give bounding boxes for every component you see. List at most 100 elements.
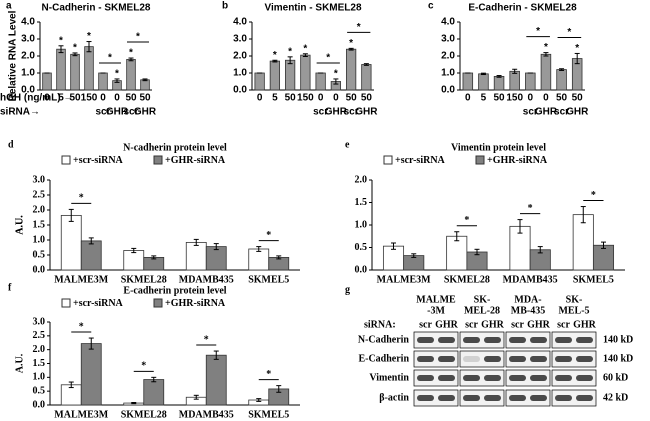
blot-band — [509, 395, 526, 401]
x-tick-label: 0 — [528, 93, 534, 104]
blot-band — [438, 356, 455, 362]
y-axis-title: A.U. — [14, 215, 25, 235]
x-tick-label: SKMEL28 — [121, 409, 167, 420]
x-tick-label: 0 — [543, 93, 549, 104]
blot-frame — [413, 369, 459, 387]
x-tick-label: 50 — [361, 93, 373, 104]
y-tick-label: 2.0 — [355, 174, 368, 185]
legend-label: +GHR-siRNA — [487, 155, 548, 166]
legend-label: +scr-siRNA — [395, 155, 446, 166]
y-tick-label: 1.0 — [33, 234, 46, 245]
lane-label: scr — [465, 319, 478, 330]
bar — [185, 241, 207, 271]
blot-frame — [505, 331, 551, 349]
significance-star: * — [115, 69, 119, 80]
panel-title: N-Cadherin - SKMEL28 — [42, 3, 151, 14]
lane-label: GHR — [481, 319, 505, 330]
x-tick-label: 50 — [494, 93, 506, 104]
bar — [80, 240, 102, 271]
x-tick-label: MDAMB435 — [179, 409, 234, 420]
y-tick-label: 1.0 — [21, 68, 35, 79]
blot-band — [484, 356, 501, 362]
x-tick-label: scr — [554, 107, 569, 118]
y-tick-label: 0.0 — [33, 264, 46, 275]
blot-band — [555, 375, 572, 381]
blot-frame — [413, 350, 459, 368]
significance-star: * — [136, 32, 140, 43]
row-label: siRNA→ — [0, 107, 40, 118]
panel-label: d — [8, 139, 14, 150]
x-tick-label: 0 — [318, 93, 324, 104]
bar — [345, 48, 357, 91]
x-tick-label: 0 — [100, 93, 106, 104]
legend-swatch — [61, 155, 71, 165]
blot-band — [484, 395, 501, 401]
significance-star: * — [357, 22, 361, 33]
bar — [60, 214, 82, 271]
bar — [56, 48, 66, 91]
panel-title: N-cadherin protein level — [123, 142, 227, 153]
x-tick-label: SKMEL5 — [573, 274, 614, 285]
lane-label: GHR — [435, 319, 459, 330]
significance-star: * — [87, 31, 91, 42]
bar — [205, 246, 227, 271]
blot-band — [484, 337, 501, 343]
y-tick-label: 0.5 — [355, 242, 368, 253]
legend-label: +scr-siRNA — [73, 298, 124, 309]
y-tick-label: 3.0 — [33, 174, 46, 185]
blot-frame — [413, 389, 459, 407]
lane-label: GHR — [527, 319, 551, 330]
blot-band — [417, 337, 434, 343]
significance-star: * — [141, 361, 146, 372]
y-tick-label: 2.0 — [233, 51, 247, 62]
significance-star: * — [273, 50, 277, 61]
blot-frame — [551, 331, 597, 349]
column-header: MB-435 — [511, 305, 545, 316]
blot-band — [576, 356, 593, 362]
y-tick-label: 4.0 — [233, 17, 247, 28]
x-tick-label: GHR — [106, 107, 129, 118]
blot-frame — [551, 389, 597, 407]
significance-star: * — [464, 215, 469, 226]
blot-band — [530, 356, 547, 362]
bar — [80, 343, 102, 406]
x-tick-label: 50 — [125, 93, 137, 104]
column-header: SK- — [474, 294, 491, 305]
significance-star: * — [79, 321, 84, 332]
bar — [140, 79, 150, 91]
x-tick-label: SKMEL28 — [121, 274, 167, 285]
blot-frame — [459, 389, 505, 407]
x-tick-label: GHR — [325, 107, 348, 118]
legend-swatch — [61, 298, 71, 308]
blot-band — [417, 395, 434, 401]
blot-band — [463, 395, 480, 401]
significance-star: * — [349, 38, 353, 49]
row-name: E-Cadherin — [358, 353, 409, 364]
x-tick-label: 150 — [506, 93, 523, 104]
x-tick-label: MDAMB435 — [179, 274, 234, 285]
x-tick-label: 50 — [556, 93, 568, 104]
column-header: MEL-28 — [464, 305, 500, 316]
blot-frame — [505, 389, 551, 407]
x-tick-label: GHR — [535, 107, 558, 118]
significance-star: * — [334, 69, 338, 80]
x-tick-label: MALME3M — [54, 409, 108, 420]
x-tick-label: GHR — [566, 107, 589, 118]
column-header: MEL-5 — [558, 305, 589, 316]
y-tick-label: 2.0 — [33, 344, 46, 355]
blot-frame — [413, 331, 459, 349]
x-tick-label: GHR — [355, 107, 378, 118]
siRNA-label: siRNA: — [364, 319, 396, 330]
blot-frame — [459, 369, 505, 387]
significance-star: * — [266, 230, 271, 241]
blot-band — [438, 395, 455, 401]
blot-band — [576, 337, 593, 343]
significance-star: * — [303, 43, 307, 54]
significance-star: * — [528, 203, 533, 214]
x-tick-label: MALME3M — [54, 274, 108, 285]
legend-swatch — [475, 155, 485, 165]
panel-label: e — [345, 139, 350, 150]
bar — [254, 72, 265, 91]
x-tick-label: 50 — [572, 93, 584, 104]
panel-title: Vimentin protein level — [451, 142, 546, 153]
